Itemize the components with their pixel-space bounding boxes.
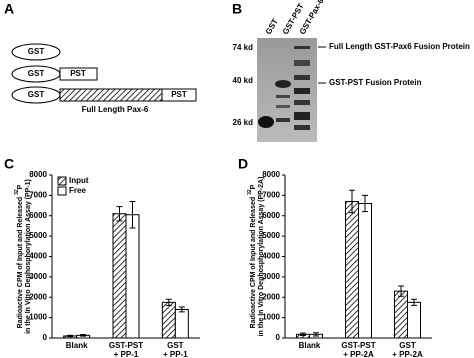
- bar: [125, 214, 140, 339]
- error-bar: [129, 200, 136, 229]
- lane-label: GST: [264, 17, 280, 36]
- y-tick-label: 5000: [262, 231, 280, 240]
- bar: [174, 308, 189, 339]
- y-tick-label: 7000: [29, 190, 47, 199]
- bar: [394, 290, 408, 339]
- legend-label: Input: [69, 176, 89, 185]
- error-bar: [349, 189, 355, 214]
- y-tick-label: 1000: [29, 313, 47, 322]
- legend-swatch: [57, 186, 67, 196]
- error-bar: [165, 298, 172, 306]
- panel-label: D: [238, 156, 248, 172]
- y-axis-label-part: 32: [14, 189, 20, 195]
- y-axis-label: Radioactive CPM of Input and Released 32…: [14, 184, 24, 328]
- x-tick-label: GST: [167, 341, 184, 350]
- bar: [161, 301, 176, 339]
- y-tick-label: 1000: [262, 313, 280, 322]
- y-tick-label: 4000: [29, 252, 47, 261]
- annotation: GST-PST Fusion Protein: [329, 78, 422, 87]
- gst-label: GST: [28, 69, 45, 78]
- x-tick-label: + PP-1: [114, 350, 139, 358]
- y-axis-label: in the In Vitro Dephosphorylation Assay …: [25, 179, 32, 334]
- y-axis-label-part: 32: [247, 189, 253, 195]
- error-bar: [313, 332, 319, 337]
- y-tick-label: 7000: [262, 190, 280, 199]
- y-axis-label-part: P: [17, 184, 24, 189]
- y-axis-label: in the In Vitro Dephosphorylation Assay …: [258, 177, 265, 337]
- y-tick-label: 4000: [262, 252, 280, 261]
- y-tick-label: 6000: [262, 211, 280, 220]
- error-bar: [411, 298, 417, 306]
- marker-label: 40 kd: [233, 76, 254, 85]
- x-tick-label: GST: [399, 341, 416, 350]
- y-axis-label-part: P: [250, 184, 257, 189]
- x-tick-label: + PP-2A: [392, 350, 423, 358]
- y-axis-label: Radioactive CPM of Input and Released 32…: [247, 184, 257, 328]
- gst-label: GST: [28, 90, 45, 99]
- x-tick-label: GST-PST: [341, 341, 375, 350]
- x-tick-label: + PP-2A: [343, 350, 374, 358]
- pst-label: PST: [171, 90, 187, 99]
- error-bar: [362, 194, 368, 213]
- legend-swatch: [57, 176, 67, 186]
- bar: [407, 301, 421, 339]
- y-tick-label: 2000: [29, 292, 47, 301]
- y-axis-label-part: Radioactive CPM of Input and Released: [17, 195, 24, 328]
- x-tick-label: + PP-1: [163, 350, 188, 358]
- gel-image: [257, 38, 326, 142]
- y-tick-label: 3000: [29, 272, 47, 281]
- panel-label: A: [4, 1, 14, 17]
- y-tick-label: 8000: [262, 170, 280, 179]
- hatched-label: Full Length Pax-6: [82, 105, 149, 114]
- y-tick-label: 6000: [29, 211, 47, 220]
- error-bar: [116, 206, 123, 222]
- annotation: Full Length GST-Pax6 Fusion Protein: [329, 42, 470, 51]
- y-tick-label: 8000: [29, 170, 47, 179]
- y-tick-label: 0: [43, 333, 48, 342]
- error-bar: [80, 334, 87, 337]
- y-tick-label: 5000: [29, 231, 47, 240]
- error-bar: [67, 334, 74, 338]
- y-tick-label: 3000: [262, 272, 280, 281]
- legend-label: Free: [69, 186, 86, 195]
- panel-label: C: [4, 156, 14, 172]
- x-tick-label: Blank: [299, 341, 321, 350]
- y-axis-label-part: Radioactive CPM of Input and Released: [250, 195, 257, 328]
- construct-diagram: [11, 43, 197, 104]
- y-tick-label: 0: [276, 333, 281, 342]
- error-bar: [398, 285, 404, 297]
- error-bar: [300, 332, 306, 337]
- pst-label: PST: [70, 69, 86, 78]
- bar: [345, 200, 359, 339]
- marker-label: 26 kd: [233, 118, 254, 127]
- bar: [112, 213, 127, 339]
- x-tick-label: Blank: [66, 341, 88, 350]
- y-tick-label: 2000: [262, 292, 280, 301]
- panel-label: B: [232, 1, 242, 17]
- marker-label: 74 kd: [233, 43, 254, 52]
- gst-label: GST: [28, 47, 45, 56]
- error-bar: [178, 306, 185, 313]
- x-tick-label: GST-PST: [109, 341, 143, 350]
- bar: [358, 203, 372, 339]
